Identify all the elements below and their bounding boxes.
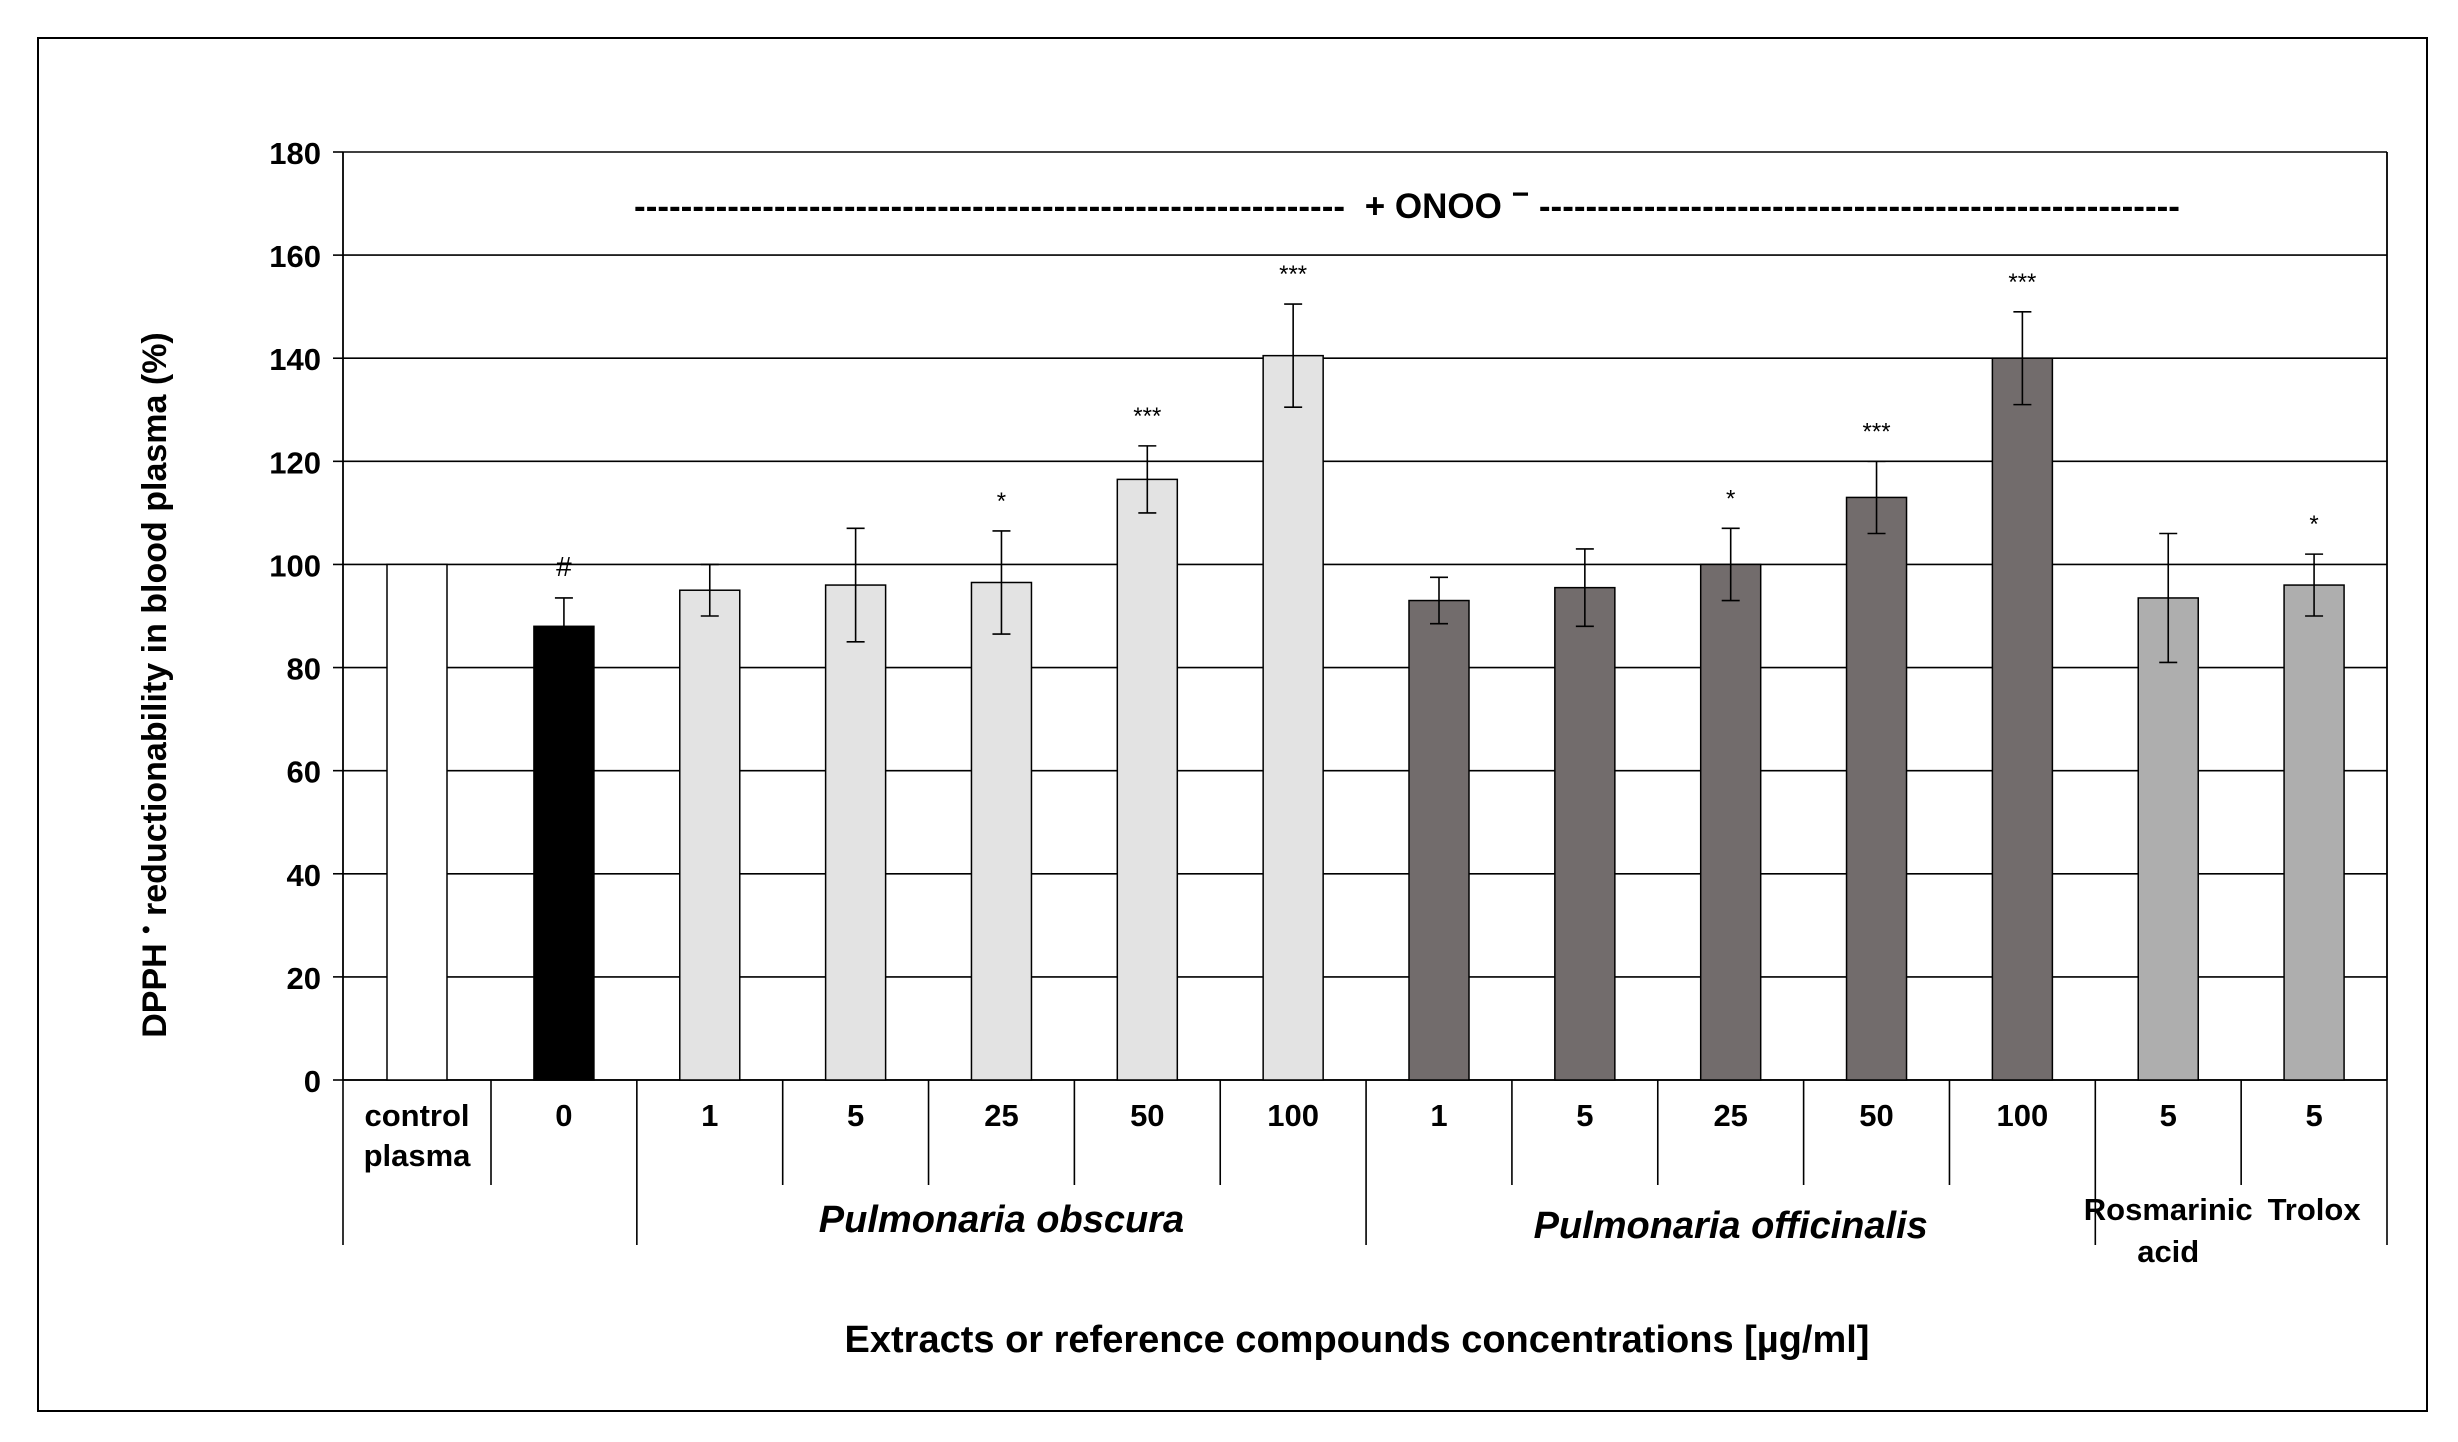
significance-label: # xyxy=(556,551,572,582)
significance-label: *** xyxy=(1863,418,1891,445)
y-tick-label: 160 xyxy=(269,239,321,274)
x-category-label: 100 xyxy=(1997,1098,2049,1133)
error-bar xyxy=(554,597,573,656)
bar xyxy=(970,581,1033,1081)
bar xyxy=(679,589,741,1081)
x-category-label-line2: plasma xyxy=(364,1138,472,1173)
banner-superscript: − xyxy=(1512,178,1530,211)
error-bar xyxy=(1721,527,1740,602)
x-category-label: 25 xyxy=(984,1098,1018,1133)
significance-label: * xyxy=(2309,511,2318,538)
y-tick-label: 60 xyxy=(287,755,321,790)
significance-label: *** xyxy=(2008,269,2036,296)
error-bar xyxy=(1867,460,1886,535)
x-category-label: 100 xyxy=(1267,1098,1319,1133)
error-bar xyxy=(2305,553,2324,617)
bar xyxy=(2283,584,2345,1081)
error-bars xyxy=(554,303,2324,664)
y-axis-ticks: 0 20 40 60 80 100 120 140 160 180 xyxy=(269,136,343,1099)
error-bar xyxy=(992,530,1011,635)
x-category-label: 5 xyxy=(2305,1098,2322,1133)
error-bar xyxy=(1284,303,1303,409)
error-bar xyxy=(846,527,865,643)
significance-labels: #*************** xyxy=(556,261,2319,582)
x-group-label: Trolox xyxy=(2268,1192,2362,1227)
y-tick-label: 140 xyxy=(269,342,321,377)
x-category-label: 0 xyxy=(555,1098,572,1133)
bar xyxy=(1991,357,2054,1081)
x-category-label: control xyxy=(364,1098,469,1133)
y-axis-label-sup: • xyxy=(133,925,160,933)
bars xyxy=(386,354,2345,1081)
x-group-label: Pulmonaria obscura xyxy=(819,1199,1184,1241)
y-tick-label: 100 xyxy=(269,548,321,583)
bar xyxy=(386,563,448,1081)
x-category-label: 50 xyxy=(1859,1098,1893,1133)
bar xyxy=(1845,496,1908,1081)
bar xyxy=(1554,586,1616,1081)
y-tick-label: 0 xyxy=(304,1064,321,1099)
y-axis-label-main: DPPH xyxy=(136,943,174,1037)
significance-label: *** xyxy=(1133,403,1161,430)
x-axis-label: Extracts or reference compounds concentr… xyxy=(845,1319,1870,1361)
x-category-label: 50 xyxy=(1130,1098,1164,1133)
x-group-label: Rosmarinic xyxy=(2084,1192,2253,1227)
y-tick-label: 80 xyxy=(287,652,321,687)
y-axis-label-rest: reductionability in blood plasma (%) xyxy=(136,332,174,916)
y-tick-label: 20 xyxy=(287,961,321,996)
bar xyxy=(1699,563,1762,1081)
error-bar xyxy=(700,563,719,617)
bar xyxy=(824,584,887,1081)
x-category-label: 25 xyxy=(1713,1098,1747,1133)
significance-label: * xyxy=(997,488,1006,515)
x-group-label-line2: acid xyxy=(2137,1234,2199,1269)
onoo-banner: ----------------------------------------… xyxy=(634,173,2180,226)
x-axis-table: control plasma 0 1 5 25 50 100 1 5 25 50 100 5 5 Pulmon… xyxy=(342,1080,2388,1269)
x-category-label: 1 xyxy=(701,1098,718,1133)
y-tick-label: 180 xyxy=(269,136,321,171)
x-category-label: 5 xyxy=(1576,1098,1593,1133)
x-category-label: 5 xyxy=(2160,1098,2177,1133)
x-category-label: 5 xyxy=(847,1098,864,1133)
bar xyxy=(533,625,595,1081)
y-axis-label: DPPH • reductionability in blood plasma … xyxy=(124,332,174,1038)
y-tick-label: 40 xyxy=(287,858,321,893)
error-bar xyxy=(1430,576,1448,625)
error-bar xyxy=(2013,311,2032,406)
error-bar xyxy=(1575,548,1594,628)
y-tick-label: 120 xyxy=(269,445,321,480)
banner-label: + ONOO xyxy=(1365,187,1502,226)
x-group-label: Pulmonaria officinalis xyxy=(1534,1205,1928,1247)
error-bar xyxy=(2159,532,2178,664)
bar xyxy=(1408,599,1470,1081)
bar xyxy=(1116,478,1179,1081)
bar xyxy=(2137,597,2199,1081)
significance-label: * xyxy=(1726,485,1735,512)
x-category-label: 1 xyxy=(1430,1098,1447,1133)
bar xyxy=(1262,354,1324,1081)
error-bar xyxy=(1138,445,1157,514)
banner-right-dashes: ----------------------------------------… xyxy=(1539,187,2180,226)
banner-left-dashes: ----------------------------------------… xyxy=(634,187,1345,226)
significance-label: *** xyxy=(1279,261,1307,288)
